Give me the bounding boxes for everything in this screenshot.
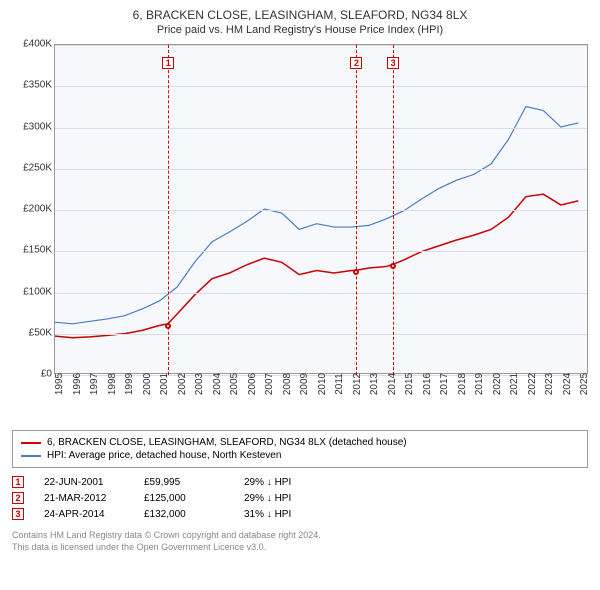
sales-price: £132,000: [144, 509, 244, 520]
marker-label: 1: [162, 57, 174, 69]
sales-hpi: 29% ↓ HPI: [244, 477, 344, 488]
y-axis-label: £400K: [12, 39, 52, 50]
series-hpi: [55, 107, 578, 324]
x-axis-label: 2025: [579, 373, 590, 395]
gridline: [55, 86, 587, 87]
x-axis-label: 2008: [282, 373, 293, 395]
x-axis-label: 2019: [474, 373, 485, 395]
gridline: [55, 293, 587, 294]
legend-label: 6, BRACKEN CLOSE, LEASINGHAM, SLEAFORD, …: [47, 437, 407, 448]
legend-swatch: [21, 442, 41, 444]
gridline: [55, 45, 587, 46]
sales-marker: 3: [12, 508, 24, 520]
sales-price: £125,000: [144, 493, 244, 504]
sales-date: 24-APR-2014: [44, 509, 144, 520]
x-axis-label: 2006: [247, 373, 258, 395]
x-axis-label: 2002: [177, 373, 188, 395]
footer-attribution: Contains HM Land Registry data © Crown c…: [12, 530, 588, 553]
x-axis-label: 2009: [299, 373, 310, 395]
y-axis-label: £0: [12, 369, 52, 380]
x-axis-label: 2012: [352, 373, 363, 395]
legend-label: HPI: Average price, detached house, Nort…: [47, 450, 281, 461]
x-axis-label: 2014: [387, 373, 398, 395]
sales-date: 22-JUN-2001: [44, 477, 144, 488]
x-axis-label: 2005: [229, 373, 240, 395]
x-axis-label: 2011: [334, 373, 345, 395]
gridline: [55, 334, 587, 335]
x-axis-label: 1996: [72, 373, 83, 395]
x-axis-label: 2004: [212, 373, 223, 395]
sales-hpi: 31% ↓ HPI: [244, 509, 344, 520]
x-axis-label: 1997: [89, 373, 100, 395]
marker-label: 2: [350, 57, 362, 69]
marker-dot: [165, 323, 171, 329]
marker-label: 3: [387, 57, 399, 69]
x-axis-label: 1999: [124, 373, 135, 395]
chart-area: 1 2 3 £0 £50K £100K £150K £200K £250K £300K £350K…: [12, 44, 588, 424]
x-axis-label: 2000: [142, 373, 153, 395]
sales-row: 3 24-APR-2014£132,00031% ↓ HPI: [12, 508, 588, 520]
sales-hpi: 29% ↓ HPI: [244, 493, 344, 504]
marker-dot: [390, 263, 396, 269]
x-axis-label: 2010: [317, 373, 328, 395]
legend-item: 6, BRACKEN CLOSE, LEASINGHAM, SLEAFORD, …: [21, 437, 579, 448]
x-axis-label: 1998: [107, 373, 118, 395]
chart-subtitle: Price paid vs. HM Land Registry's House …: [12, 24, 588, 36]
legend-swatch: [21, 455, 41, 457]
sales-row: 2 21-MAR-2012£125,00029% ↓ HPI: [12, 492, 588, 504]
chart-container: 6, BRACKEN CLOSE, LEASINGHAM, SLEAFORD, …: [0, 0, 600, 561]
plot-region: 1 2 3: [54, 44, 588, 374]
y-axis-label: £100K: [12, 286, 52, 297]
sales-date: 21-MAR-2012: [44, 493, 144, 504]
y-axis-label: £350K: [12, 80, 52, 91]
legend: 6, BRACKEN CLOSE, LEASINGHAM, SLEAFORD, …: [12, 430, 588, 468]
series-property: [55, 194, 578, 338]
y-axis-label: £150K: [12, 245, 52, 256]
legend-item: HPI: Average price, detached house, Nort…: [21, 450, 579, 461]
y-axis-label: £300K: [12, 121, 52, 132]
y-axis-label: £250K: [12, 162, 52, 173]
x-axis-label: 2003: [194, 373, 205, 395]
x-axis-label: 1995: [54, 373, 65, 395]
x-axis-label: 2007: [264, 373, 275, 395]
chart-title: 6, BRACKEN CLOSE, LEASINGHAM, SLEAFORD, …: [12, 8, 588, 22]
x-axis-label: 2017: [439, 373, 450, 395]
x-axis-label: 2023: [544, 373, 555, 395]
line-layer: [55, 45, 587, 373]
sales-price: £59,995: [144, 477, 244, 488]
footer-line2: This data is licensed under the Open Gov…: [12, 542, 588, 554]
x-axis-label: 2024: [562, 373, 573, 395]
x-axis-label: 2021: [509, 373, 520, 395]
gridline: [55, 128, 587, 129]
sales-row: 1 22-JUN-2001£59,99529% ↓ HPI: [12, 476, 588, 488]
x-axis-label: 2015: [404, 373, 415, 395]
x-axis-label: 2020: [492, 373, 503, 395]
x-axis-label: 2001: [159, 373, 170, 395]
x-axis-label: 2022: [527, 373, 538, 395]
marker-dot: [353, 269, 359, 275]
x-axis-label: 2018: [457, 373, 468, 395]
gridline: [55, 251, 587, 252]
y-axis-label: £200K: [12, 204, 52, 215]
x-axis-label: 2013: [369, 373, 380, 395]
y-axis-label: £50K: [12, 327, 52, 338]
marker-vline: [393, 45, 394, 375]
sales-marker: 2: [12, 492, 24, 504]
marker-vline: [356, 45, 357, 375]
footer-line1: Contains HM Land Registry data © Crown c…: [12, 530, 588, 542]
x-axis-label: 2016: [422, 373, 433, 395]
gridline: [55, 169, 587, 170]
sales-table: 1 22-JUN-2001£59,99529% ↓ HPI 2 21-MAR-2012…: [12, 476, 588, 520]
sales-marker: 1: [12, 476, 24, 488]
gridline: [55, 210, 587, 211]
